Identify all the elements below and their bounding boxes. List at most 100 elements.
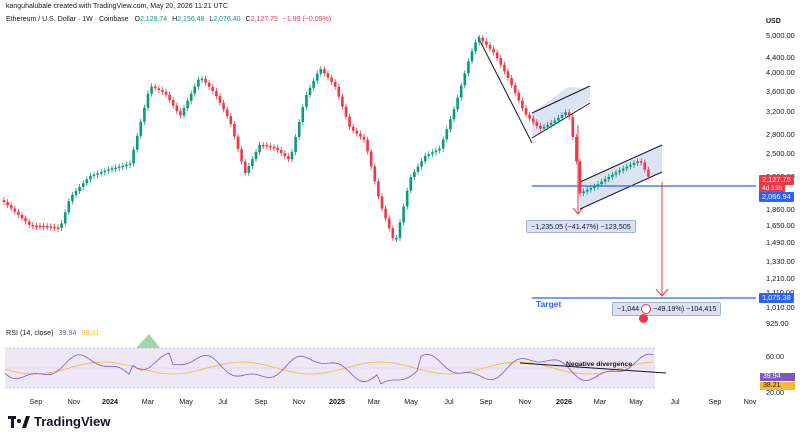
time-tick: Sep — [708, 397, 722, 406]
time-tick: May — [629, 397, 643, 406]
candle-body — [333, 81, 337, 87]
candle-body — [593, 186, 596, 189]
ohlc-close: 2,127.75 — [250, 16, 278, 23]
divergence-label: Negative divergence — [566, 361, 633, 368]
time-tick: Jul — [444, 397, 454, 406]
candle-body — [179, 111, 182, 116]
rsi-overbought-fill — [136, 334, 160, 348]
candle-body — [449, 119, 452, 130]
candle-body — [643, 162, 647, 170]
candle-body — [193, 86, 197, 94]
rsi-ma-tag: 38.21 — [760, 382, 795, 390]
candle-body — [402, 206, 405, 223]
candle-body — [60, 223, 63, 228]
candle-body — [488, 45, 492, 49]
ohlc-high-label: H — [172, 16, 178, 23]
event-flag-icon[interactable] — [639, 314, 648, 323]
price-tick: 4,000.00 — [766, 68, 795, 77]
candle-body — [560, 115, 564, 118]
candle-body — [452, 109, 456, 120]
time-axis[interactable]: Sep Nov 2024 Mar May Jul Sep Nov 2025 Mar May Jul Se… — [0, 395, 757, 409]
price-tick: 3,200.00 — [766, 107, 795, 116]
candle-body — [240, 149, 243, 162]
candle-body — [143, 107, 146, 122]
candle-body — [207, 82, 211, 87]
candle-body — [67, 201, 71, 213]
candle-body — [283, 153, 287, 157]
candle-body — [35, 225, 38, 228]
price-tick: 1,330.00 — [766, 257, 795, 266]
candle-body — [326, 73, 330, 78]
price-tick: 1,210.00 — [766, 274, 795, 283]
target-measure-label: −1,044 −49.19%) −104,415 — [612, 302, 722, 317]
candle-body — [362, 136, 366, 140]
candle-body — [168, 94, 171, 101]
upper-channel-bottom-line — [531, 102, 591, 139]
candle-body — [200, 78, 204, 81]
divergence-line — [519, 362, 667, 374]
candle-body — [528, 114, 531, 119]
candle-body — [53, 226, 56, 229]
rsi-label: RSI (14, close) — [6, 328, 54, 337]
rsi-ma-line — [4, 361, 654, 375]
candle-body — [589, 188, 593, 190]
tradingview-logo[interactable]: TradingView — [8, 414, 110, 429]
candle-body — [625, 166, 629, 169]
candle-body — [31, 224, 35, 227]
candle-body — [236, 136, 240, 150]
candle-body — [164, 91, 168, 95]
rsi-value-tag: 39.94 — [760, 373, 795, 381]
candle-body — [427, 154, 431, 157]
time-tick: Nov — [743, 397, 757, 406]
candle-body — [636, 161, 639, 164]
candle-body — [344, 106, 348, 117]
price-chart[interactable] — [0, 0, 756, 330]
candle-body — [470, 51, 474, 62]
candle-body — [74, 190, 78, 195]
candle-body — [503, 64, 506, 72]
candle-body — [125, 164, 128, 167]
rsi-axis-tick-20: 20.00 — [766, 388, 784, 397]
candle-body — [377, 181, 380, 197]
price-tick: 1,490.00 — [766, 238, 795, 247]
rsi-axis-tick-60: 60.00 — [766, 352, 784, 361]
candle-body — [369, 151, 373, 167]
candle-body — [629, 164, 632, 167]
candle-body — [600, 181, 603, 185]
candle-body — [287, 156, 290, 160]
time-tick: May — [404, 397, 418, 406]
candle-body — [575, 136, 578, 162]
candle-body — [639, 161, 643, 163]
candle-body — [330, 77, 333, 82]
legend-row: Ethereum / U.S. Dollar · 1W · Coinbase O… — [6, 16, 331, 23]
candle-body — [150, 86, 153, 94]
candle-body — [103, 170, 107, 173]
candle-body — [182, 108, 186, 116]
rsi-legend-value: 39.94 — [58, 328, 77, 337]
candle-body — [582, 191, 585, 194]
candle-body — [153, 86, 157, 89]
candle-body — [614, 172, 618, 175]
countdown-tag: 4d 13h — [759, 184, 786, 194]
candle-body — [603, 179, 607, 182]
price-axis[interactable]: 5,000.00 4,400.00 4,000.00 3,600.00 3,200.00… — [756, 0, 800, 330]
candle-body — [297, 122, 301, 138]
price-tick: 1,860.00 — [766, 205, 795, 214]
candle-body — [621, 168, 625, 171]
candle-body — [398, 222, 402, 238]
candle-body — [186, 100, 189, 109]
candle-body — [157, 88, 161, 91]
candle-body — [474, 42, 477, 52]
price-tick: 3,600.00 — [766, 87, 795, 96]
candle-body — [229, 116, 233, 124]
candle-body — [305, 95, 308, 108]
ohlc-low-label: L — [209, 16, 214, 23]
candle-body — [647, 169, 650, 177]
candle-body — [413, 171, 416, 178]
candle-body — [78, 187, 81, 191]
candle-body — [510, 77, 513, 86]
symbol-title[interactable]: Ethereum / U.S. Dollar · 1W · Coinbase — [6, 16, 129, 23]
candle-body — [218, 96, 222, 103]
rsi-pane[interactable] — [0, 333, 756, 393]
candle-body — [117, 166, 121, 169]
